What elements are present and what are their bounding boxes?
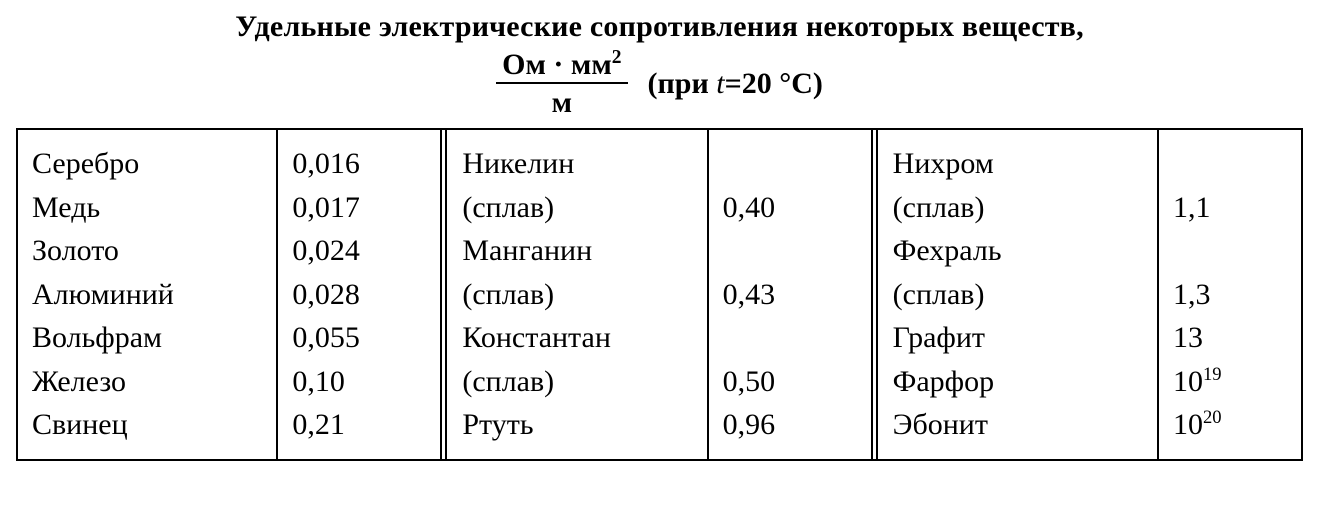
block-separator xyxy=(871,130,879,459)
material-value: 13 xyxy=(1173,316,1293,360)
material-name: Графит xyxy=(893,316,1147,360)
material-name: Ртуть xyxy=(462,403,696,447)
material-value: 0,055 xyxy=(292,316,432,360)
material-name: Алюминий xyxy=(32,273,266,317)
material-value: 1,3 xyxy=(1173,273,1293,317)
material-name: Константан xyxy=(462,316,696,360)
material-name: (сплав) xyxy=(462,360,696,404)
table-block-1-values: 0,0160,0170,0240,0280,0550,100,21 xyxy=(278,130,440,459)
table-block-3-names: Нихром(сплав)Фехраль(сплав)ГрафитФарфорЭ… xyxy=(879,130,1159,459)
material-name: Вольфрам xyxy=(32,316,266,360)
table-block-3-values: 1,1 1,31310191020 xyxy=(1159,130,1301,459)
material-value: 1,1 xyxy=(1173,186,1293,230)
material-name: (сплав) xyxy=(462,273,696,317)
material-name: (сплав) xyxy=(462,186,696,230)
material-name: (сплав) xyxy=(893,186,1147,230)
material-value xyxy=(1173,229,1293,273)
resistivity-table: СереброМедьЗолотоАлюминийВольфрамЖелезоС… xyxy=(16,128,1303,461)
material-value xyxy=(723,229,863,273)
material-value: 0,024 xyxy=(292,229,432,273)
material-name: Серебро xyxy=(32,142,266,186)
material-name: Золото xyxy=(32,229,266,273)
material-name: (сплав) xyxy=(893,273,1147,317)
material-value: 0,96 xyxy=(723,403,863,447)
material-value xyxy=(723,316,863,360)
material-value: 0,028 xyxy=(292,273,432,317)
material-value: 0,016 xyxy=(292,142,432,186)
header: Удельные электрические сопротивления нек… xyxy=(16,10,1303,118)
table-block-2-values: 0,40 0,43 0,500,96 xyxy=(709,130,871,459)
material-value: 0,43 xyxy=(723,273,863,317)
material-name: Фарфор xyxy=(893,360,1147,404)
material-value: 1019 xyxy=(1173,360,1293,404)
material-value xyxy=(1173,142,1293,186)
table-block-2-names: Никелин(сплав)Манганин(сплав)Константан(… xyxy=(448,130,708,459)
material-value: 0,10 xyxy=(292,360,432,404)
material-name: Никелин xyxy=(462,142,696,186)
material-value xyxy=(723,142,863,186)
material-name: Манганин xyxy=(462,229,696,273)
material-value: 0,21 xyxy=(292,403,432,447)
block-separator xyxy=(440,130,448,459)
material-name: Нихром xyxy=(893,142,1147,186)
material-name: Эбонит xyxy=(893,403,1147,447)
material-name: Фехраль xyxy=(893,229,1147,273)
table-block-1: СереброМедьЗолотоАлюминийВольфрамЖелезоС… xyxy=(18,130,440,459)
material-name: Свинец xyxy=(32,403,266,447)
unit-denominator: м xyxy=(552,84,572,118)
unit-numerator: Ом · мм2 xyxy=(496,50,627,84)
material-value: 1020 xyxy=(1173,403,1293,447)
table-block-3: Нихром(сплав)Фехраль(сплав)ГрафитФарфорЭ… xyxy=(879,130,1301,459)
unit-fraction: Ом · мм2 м xyxy=(496,50,627,118)
material-value: 0,50 xyxy=(723,360,863,404)
units-line: Ом · мм2 м (при t=20 °C) xyxy=(16,50,1303,118)
condition: (при t=20 °C) xyxy=(648,67,823,101)
material-name: Железо xyxy=(32,360,266,404)
table-block-2: Никелин(сплав)Манганин(сплав)Константан(… xyxy=(448,130,870,459)
material-value: 0,017 xyxy=(292,186,432,230)
page-title: Удельные электрические сопротивления нек… xyxy=(16,10,1303,44)
material-name: Медь xyxy=(32,186,266,230)
material-value: 0,40 xyxy=(723,186,863,230)
table-block-1-names: СереброМедьЗолотоАлюминийВольфрамЖелезоС… xyxy=(18,130,278,459)
